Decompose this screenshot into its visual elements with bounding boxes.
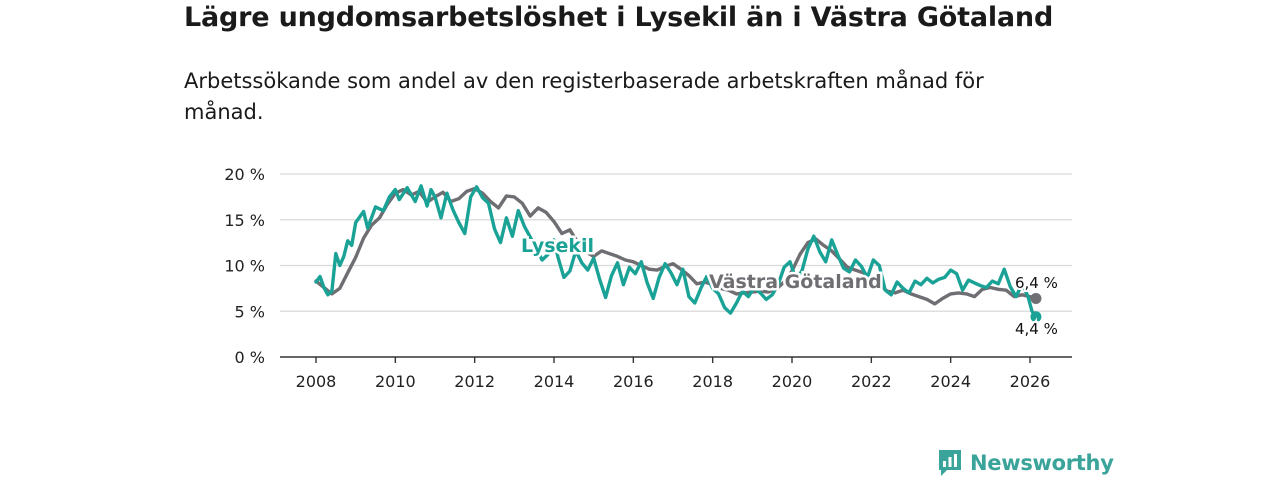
y-tick-label: 5 % [235,302,265,321]
x-tick-label: 2022 [851,372,892,391]
y-tick-label: 15 % [224,211,265,230]
series-line-lysekil [314,184,1038,319]
x-tick-label: 2026 [1010,372,1051,391]
x-tick-label: 2012 [454,372,495,391]
newsworthy-brand[interactable]: Newsworthy [937,446,1114,480]
x-tick-label: 2008 [296,372,337,391]
x-tick-label: 2016 [613,372,654,391]
series-label-vastra-gotaland: Västra Götaland [709,271,882,293]
x-tick-label: 2024 [930,372,971,391]
y-tick-label: 10 % [224,257,265,276]
x-tick-label: 2010 [375,372,416,391]
series-line-vastra-gotaland [314,186,1038,306]
x-tick-label: 2014 [534,372,575,391]
newsworthy-logo-icon [939,450,961,476]
x-tick-label: 2018 [692,372,733,391]
end-point-marker [1030,311,1042,323]
x-axis: 2008 2010 2012 2014 2016 2018 2020 2022 2024 2026 [280,356,1072,391]
series-label-lysekil: Lysekil [521,235,594,257]
gridlines [280,173,1072,312]
end-value-label-lysekil: 4,4 % [1015,320,1058,338]
x-tick-label: 2020 [772,372,813,391]
y-axis-ticks: 0 % 5 % 10 % 15 % 20 % [224,165,265,367]
brand-name: Newsworthy [970,451,1114,475]
chart-title: Lägre ungdomsarbetslöshet i Lysekil än i… [184,2,1054,33]
end-value-label-vastra-gotaland: 6,4 % [1015,274,1058,292]
series-lines [314,184,1042,323]
end-point-marker [1030,292,1042,304]
series-labels: Västra Götaland Lysekil 6,4 % 4,4 % [519,233,1060,341]
y-tick-label: 0 % [235,348,265,367]
chart-subtitle: Arbetssökande som andel av den registerb… [184,69,984,124]
y-tick-label: 20 % [224,165,265,184]
